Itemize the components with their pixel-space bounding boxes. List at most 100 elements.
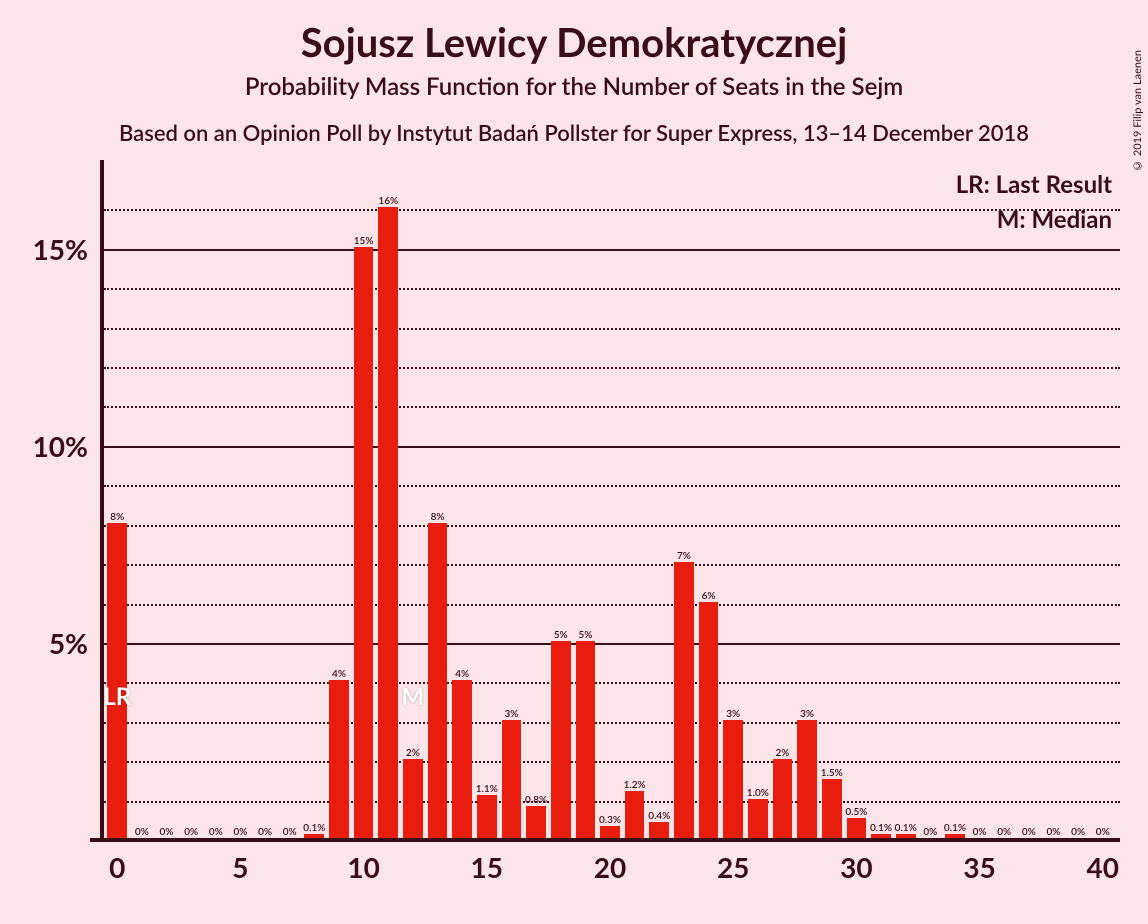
bar-value-label: 0% bbox=[1022, 826, 1036, 838]
x-tick-label: 10 bbox=[347, 850, 379, 884]
bar-value-label: 1.1% bbox=[476, 783, 498, 795]
bar-value-label: 1.2% bbox=[624, 779, 646, 791]
y-tick-label: 10% bbox=[33, 429, 88, 463]
bar bbox=[329, 680, 349, 838]
gridline-minor bbox=[104, 328, 1120, 330]
legend-m: M: Median bbox=[956, 205, 1112, 234]
x-tick-label: 40 bbox=[1087, 850, 1119, 884]
gridline-minor bbox=[104, 564, 1120, 566]
bar bbox=[403, 759, 423, 838]
chart-title: Sojusz Lewicy Demokratycznej bbox=[0, 0, 1148, 66]
gridline-major bbox=[104, 249, 1120, 251]
y-tick-label: 5% bbox=[49, 626, 88, 660]
bar bbox=[600, 826, 620, 838]
bar bbox=[674, 562, 694, 838]
bar-value-label: 0% bbox=[973, 826, 987, 838]
bar-value-label: 0% bbox=[923, 826, 937, 838]
bar-value-label: 0% bbox=[135, 826, 149, 838]
bar-value-label: 0% bbox=[1071, 826, 1085, 838]
y-tick-label: 15% bbox=[33, 232, 88, 266]
bar bbox=[502, 720, 522, 838]
bar bbox=[107, 523, 127, 838]
bar bbox=[354, 247, 374, 838]
bar-value-label: 0% bbox=[283, 826, 297, 838]
bar-value-label: 0.4% bbox=[648, 810, 670, 822]
gridline-minor bbox=[104, 682, 1120, 684]
bar bbox=[576, 641, 596, 838]
gridline-minor bbox=[104, 367, 1120, 369]
bar-value-label: 0% bbox=[1096, 826, 1110, 838]
bar-value-label: 2% bbox=[406, 747, 420, 759]
gridline-minor bbox=[104, 801, 1120, 803]
x-tick-label: 5 bbox=[232, 850, 248, 884]
bar bbox=[723, 720, 743, 838]
bar-value-label: 0.1% bbox=[303, 822, 325, 834]
bar-value-label: 4% bbox=[332, 668, 346, 680]
bar bbox=[896, 834, 916, 838]
bar bbox=[551, 641, 571, 838]
bar bbox=[477, 795, 497, 838]
gridline-minor bbox=[104, 288, 1120, 290]
bar-value-label: 5% bbox=[578, 629, 592, 641]
bar-value-label: 0% bbox=[184, 826, 198, 838]
bar-value-label: 0.1% bbox=[870, 822, 892, 834]
bar-value-label: 1.5% bbox=[821, 767, 843, 779]
gridline-minor bbox=[104, 406, 1120, 408]
bar bbox=[452, 680, 472, 838]
bar-value-label: 2% bbox=[775, 747, 789, 759]
bar-value-label: 3% bbox=[800, 708, 814, 720]
gridline-minor bbox=[104, 525, 1120, 527]
legend: LR: Last Result M: Median bbox=[956, 170, 1112, 240]
bar-value-label: 0% bbox=[1047, 826, 1061, 838]
bar bbox=[773, 759, 793, 838]
chart-subtitle: Probability Mass Function for the Number… bbox=[0, 66, 1148, 101]
bar-value-label: 4% bbox=[455, 668, 469, 680]
bar-value-label: 6% bbox=[702, 590, 716, 602]
bar-value-label: 3% bbox=[504, 708, 518, 720]
bar-value-label: 8% bbox=[431, 511, 445, 523]
bar-value-label: 0.1% bbox=[895, 822, 917, 834]
gridline-minor bbox=[104, 485, 1120, 487]
plot-area: 5%10%15%05101520253035408%0%0%0%0%0%0%0%… bbox=[100, 170, 1120, 840]
bar-value-label: 0% bbox=[209, 826, 223, 838]
bar bbox=[625, 791, 645, 838]
chart-area: 5%10%15%05101520253035408%0%0%0%0%0%0%0%… bbox=[100, 170, 1120, 840]
x-tick-label: 20 bbox=[594, 850, 626, 884]
bar-value-label: 0% bbox=[997, 826, 1011, 838]
bar bbox=[748, 799, 768, 838]
bar bbox=[428, 523, 448, 838]
bar-value-label: 15% bbox=[354, 235, 374, 247]
chart-caption: Based on an Opinion Poll by Instytut Bad… bbox=[0, 101, 1148, 146]
bar bbox=[847, 818, 867, 838]
gridline-major bbox=[104, 446, 1120, 448]
bar bbox=[649, 822, 669, 838]
bar bbox=[871, 834, 891, 838]
bar-value-label: 8% bbox=[110, 511, 124, 523]
gridline-minor bbox=[104, 722, 1120, 724]
bar bbox=[797, 720, 817, 838]
bar bbox=[304, 834, 324, 838]
gridline-minor bbox=[104, 604, 1120, 606]
y-axis-line bbox=[100, 160, 104, 840]
bar-value-label: 0% bbox=[160, 826, 174, 838]
bar bbox=[822, 779, 842, 838]
gridline-minor bbox=[104, 761, 1120, 763]
bar bbox=[945, 834, 965, 838]
bar-value-label: 7% bbox=[677, 550, 691, 562]
bar bbox=[699, 602, 719, 838]
x-tick-label: 30 bbox=[840, 850, 872, 884]
bar-value-label: 16% bbox=[378, 195, 398, 207]
copyright-text: © 2019 Filip van Laenen bbox=[1131, 50, 1144, 172]
bar-value-label: 1.0% bbox=[747, 787, 769, 799]
marker-m: M bbox=[402, 682, 425, 711]
bar-value-label: 0.3% bbox=[599, 814, 621, 826]
bar bbox=[378, 207, 398, 838]
gridline-major bbox=[104, 643, 1120, 645]
bar-value-label: 0.8% bbox=[525, 794, 547, 806]
bar-value-label: 0% bbox=[233, 826, 247, 838]
x-tick-label: 25 bbox=[717, 850, 749, 884]
x-tick-label: 35 bbox=[963, 850, 995, 884]
x-axis-line bbox=[90, 838, 1120, 842]
bar-value-label: 3% bbox=[726, 708, 740, 720]
bar bbox=[526, 806, 546, 838]
